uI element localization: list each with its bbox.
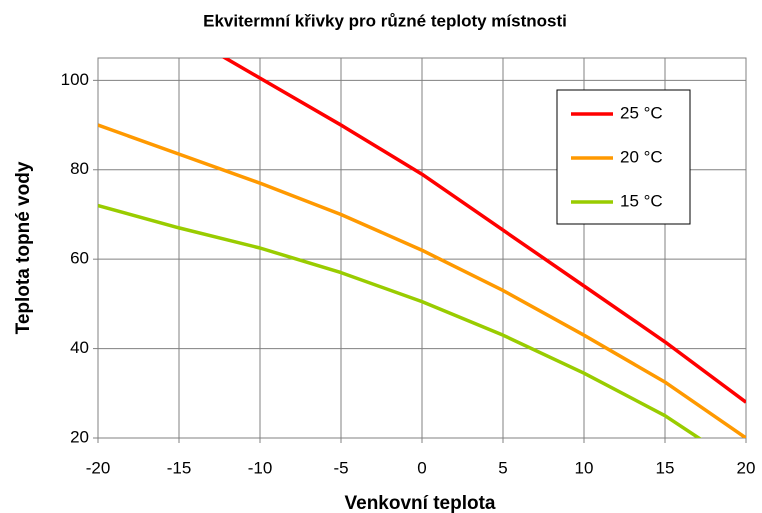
x-tick-label: 5 [498,458,507,477]
x-tick-label: 0 [417,458,426,477]
y-axis-label: Teplota topné vody [13,161,34,334]
legend-label: 15 °C [620,191,663,210]
x-tick-label: -20 [86,458,111,477]
y-tick-label: 20 [70,427,89,446]
y-tick-label: 100 [61,70,89,89]
y-tick-label: 60 [70,249,89,268]
x-tick-label: -5 [333,458,348,477]
legend-label: 20 °C [620,147,663,166]
series-line [98,203,702,438]
series-group [98,58,746,438]
legend-label: 25 °C [620,103,663,122]
x-tick-label: -10 [248,458,273,477]
series-line [98,123,746,438]
y-tick-label: 80 [70,159,89,178]
x-tick-label: 15 [656,458,675,477]
x-axis-label: Venkovní teplota [345,493,496,513]
y-tick-label: 40 [70,338,89,357]
chart-title: Ekvitermní křivky pro různé teploty míst… [203,11,567,30]
x-tick-label: 10 [575,458,594,477]
series-line [221,58,746,404]
x-tick-label: -15 [167,458,192,477]
x-tick-label: 20 [737,458,756,477]
